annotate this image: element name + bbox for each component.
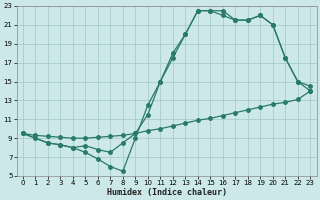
X-axis label: Humidex (Indice chaleur): Humidex (Indice chaleur): [107, 188, 227, 197]
